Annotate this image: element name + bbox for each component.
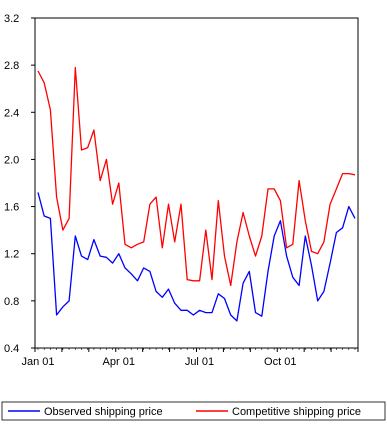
- legend-label-observed: Observed shipping price: [44, 406, 163, 418]
- series-line-1: [37, 66, 356, 287]
- x-tick-label: Jul 01: [185, 356, 214, 368]
- x-axis: Jan 01 Apr 01 Jul 01 Oct 01: [21, 348, 359, 368]
- y-tick-label: 1.2: [4, 249, 19, 261]
- y-axis: 0.4 0.8 1.2 1.6 2.0 2.4 2.8 3.2: [4, 13, 35, 355]
- series-layer: [37, 66, 356, 322]
- series-line-0: [37, 192, 356, 322]
- legend-box: [1, 401, 386, 421]
- y-tick-label: 2.8: [4, 60, 19, 72]
- y-tick-label: 3.2: [4, 13, 19, 25]
- y-tick-label: 0.8: [4, 296, 19, 308]
- x-tick-label: Jan 01: [21, 356, 54, 368]
- y-tick-label: 1.6: [4, 202, 19, 214]
- plot-frame: [34, 17, 359, 349]
- x-tick-label: Oct 01: [264, 356, 296, 368]
- y-tick-label: 2.0: [4, 154, 19, 166]
- legend-label-competitive: Competitive shipping price: [232, 406, 361, 418]
- y-tick-label: 0.4: [4, 343, 19, 355]
- y-tick-label: 2.4: [4, 107, 19, 119]
- x-tick-label: Apr 01: [103, 356, 135, 368]
